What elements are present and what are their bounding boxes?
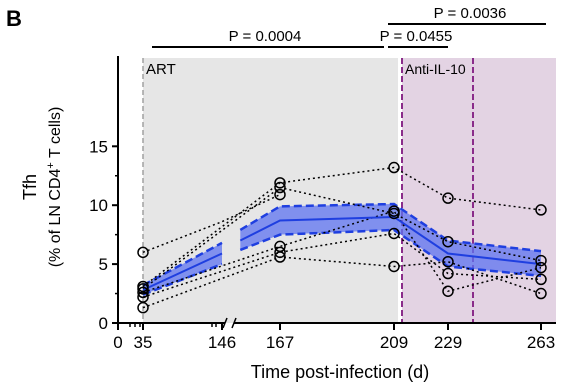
data-point xyxy=(535,204,547,216)
data-point xyxy=(442,192,454,204)
data-point xyxy=(442,235,454,248)
individual-line-5 xyxy=(142,232,542,298)
data-point xyxy=(137,301,149,314)
x-tick-label: 35 xyxy=(134,333,153,352)
x-tick-label: 0 xyxy=(113,333,122,352)
data-point xyxy=(535,254,547,267)
y-axis-label-sub-post: T cells) xyxy=(47,107,64,162)
y-tick-label: 5 xyxy=(99,255,108,274)
data-point xyxy=(535,261,547,274)
x-tick-label: 167 xyxy=(266,333,294,352)
data-point xyxy=(274,177,286,189)
p-value-label: P = 0.0455 xyxy=(380,28,453,45)
band-lower-edge-post xyxy=(239,228,542,278)
individual-lines-layer xyxy=(142,166,542,309)
data-point xyxy=(274,246,286,259)
mean-line-post xyxy=(239,215,542,266)
data-point xyxy=(388,260,400,273)
data-point xyxy=(274,181,286,194)
y-axis-label-main: Tfh xyxy=(20,174,40,200)
y-tick-label: 10 xyxy=(89,196,108,215)
art-label: ART xyxy=(146,61,176,78)
p-value-layer: P = 0.0004 P = 0.0455 P = 0.0036 xyxy=(152,5,546,48)
band-segment-post xyxy=(240,204,541,276)
p-value-label: P = 0.0036 xyxy=(434,5,507,22)
axes-layer: 0 5 10 15 0 35 146 167 209 229 263 xyxy=(89,56,556,352)
shading-layer xyxy=(142,58,556,323)
band-upper-edge-post xyxy=(239,202,542,253)
individual-line-2 xyxy=(142,166,542,288)
data-point xyxy=(442,285,454,297)
data-point xyxy=(442,267,454,280)
data-point xyxy=(137,246,149,259)
individual-line-6 xyxy=(142,256,542,309)
data-points-layer xyxy=(137,161,547,314)
data-point xyxy=(388,205,400,217)
y-axis-label-sub-pre: (% of LN CD4 xyxy=(47,168,64,267)
y-axis-label-sup: + xyxy=(45,162,57,168)
data-point xyxy=(535,287,547,300)
y-tick-label: 0 xyxy=(99,314,108,333)
panel-label: B xyxy=(6,6,22,31)
data-point xyxy=(274,188,286,201)
axis-break-mark xyxy=(231,317,237,329)
mean-line-layer xyxy=(142,215,542,291)
anti-il10-shaded-region xyxy=(402,58,556,323)
x-tick-label: 229 xyxy=(434,333,462,352)
axis-break-mark xyxy=(222,317,228,329)
data-point xyxy=(388,161,400,174)
data-point xyxy=(535,273,547,286)
data-point xyxy=(137,283,149,295)
data-point xyxy=(388,227,400,240)
data-point xyxy=(442,255,454,268)
x-tick-label: 263 xyxy=(527,333,555,352)
x-tick-label: 209 xyxy=(380,333,408,352)
individual-line-4 xyxy=(142,210,542,294)
p-value-label: P = 0.0004 xyxy=(229,28,302,45)
x-tick-label: 146 xyxy=(208,333,236,352)
anti-il10-label: Anti-IL-10 xyxy=(405,61,466,77)
y-axis-label-sub: (% of LN CD4+ T cells) xyxy=(45,107,64,268)
data-point xyxy=(137,286,149,299)
mean-line-pre xyxy=(142,252,223,291)
data-point xyxy=(274,251,286,263)
art-shaded-region xyxy=(143,58,398,323)
x-axis-label: Time post-infection (d) xyxy=(251,362,429,382)
y-tick-label: 15 xyxy=(89,137,108,156)
